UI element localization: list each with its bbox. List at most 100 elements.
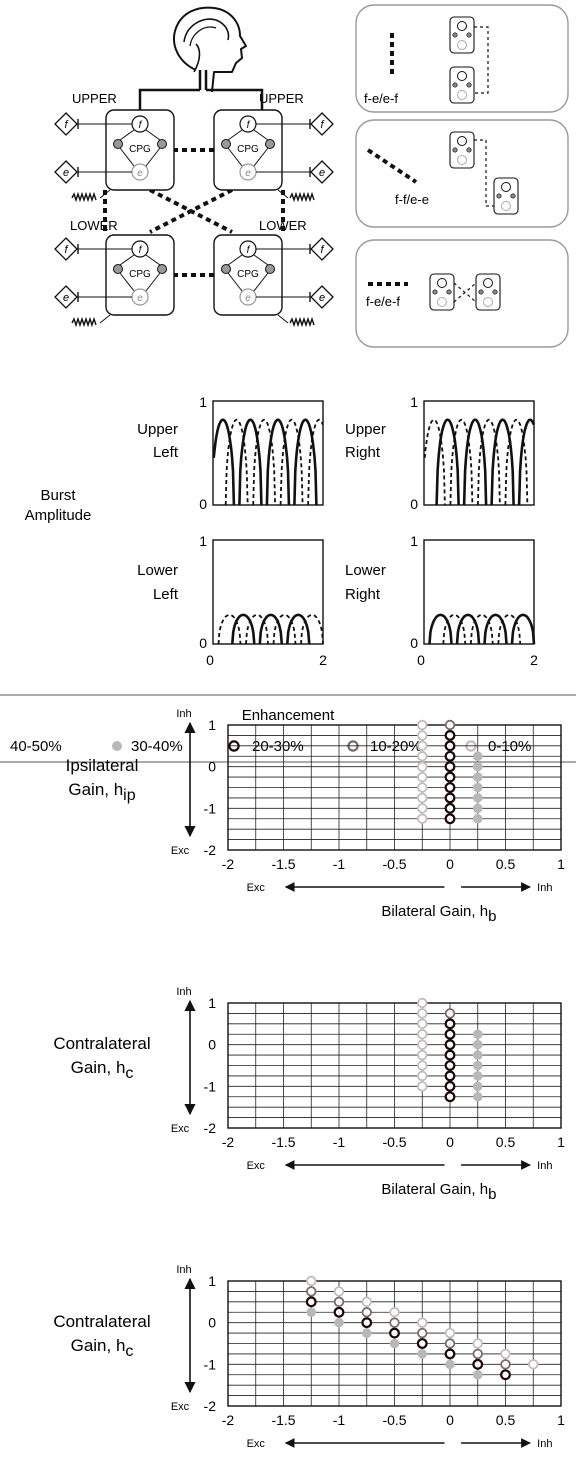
burst-solid-curve — [517, 418, 536, 506]
data-point-20-30 — [444, 1039, 456, 1051]
lower-right-box — [213, 234, 283, 316]
lower-right-flexor-diamond-label: f — [320, 244, 324, 256]
panel-2-unit-a-extensor — [457, 155, 467, 165]
x-tick-label: -2 — [222, 1134, 235, 1150]
lower-left-extensor-label: e — [137, 293, 143, 304]
data-point-0-10 — [417, 782, 428, 793]
data-point-30-40 — [472, 782, 483, 793]
data-point-10-20 — [500, 1359, 511, 1370]
lower-left-cpg-unit: f e CPG f e — [54, 234, 175, 328]
burst-solid-curve — [212, 418, 236, 506]
y-tick-label: 1 — [199, 533, 207, 549]
burst-dashed-curve — [279, 418, 304, 506]
data-point-30-40 — [472, 1071, 483, 1081]
lower-right-muscle-icon — [289, 316, 315, 328]
scatter-plot-1: -2 -1.5 -1 -0.5 0 0.5 1 1 0 -1 -2 Inh Exc Exc Inh Bilat… — [66, 708, 565, 925]
data-point-0-10 — [417, 813, 428, 824]
x-tick-label: 0.5 — [496, 1134, 516, 1150]
data-point-0-10 — [500, 1348, 511, 1360]
coupling-panel-1: f-e/e-f — [355, 4, 569, 113]
panel-1-unit-b-extensor — [457, 90, 467, 100]
upper-left-extensor-label: e — [137, 168, 143, 179]
burst-dashed-curve — [442, 613, 467, 645]
burst-panel-title-line2: Right — [345, 586, 381, 603]
data-point-10-20 — [444, 719, 456, 731]
panel-1-unit-b-box — [449, 66, 475, 104]
data-point-30-40 — [472, 1029, 483, 1040]
data-point-30-40 — [472, 793, 483, 803]
y-tick-label: 0 — [208, 1037, 216, 1053]
scatter-axes-box — [227, 724, 562, 851]
data-point-20-30 — [444, 802, 456, 814]
data-point-20-30 — [444, 740, 456, 752]
data-point-0-10 — [444, 1327, 456, 1339]
data-point-0-10 — [472, 1338, 483, 1349]
data-point-10-20 — [417, 1327, 428, 1339]
panel-3-unit-a-int-l — [432, 289, 438, 295]
x-axis-label: Bilateral Gain, hb — [381, 903, 496, 925]
burst-axes-box — [423, 400, 535, 506]
data-point-20-30 — [444, 1080, 456, 1092]
y-tick-label: 1 — [199, 394, 207, 410]
x-tick-label: 0 — [446, 1412, 454, 1428]
data-point-20-30 — [444, 813, 456, 825]
data-point-10-20 — [333, 1296, 345, 1308]
panel-2-unit-a-box — [449, 131, 475, 169]
y-axis-label-line2: Gain, hc — [71, 1336, 134, 1360]
data-point-10-20 — [306, 1286, 317, 1297]
data-point-30-40 — [472, 761, 483, 772]
panel-1-unit-a-flexor — [457, 21, 467, 31]
legend-title: Enhancement — [242, 707, 335, 724]
y-tick-label: -2 — [204, 1398, 217, 1414]
y-tick-label: 0 — [410, 496, 418, 512]
x-tick-label: -2 — [222, 856, 235, 872]
burst-panel-3: Lower Left 1 00 2 — [137, 533, 327, 668]
lower-left-interneuron-left — [113, 264, 123, 274]
y-arrow-bottom-label: Exc — [171, 1401, 190, 1413]
data-point-0-10 — [417, 761, 428, 772]
upper-left-extensor-diamond-label: e — [63, 167, 69, 179]
legend-label: 10-20% — [370, 738, 422, 755]
burst-solid-curve — [428, 613, 453, 645]
x-arrow-right-label: Inh — [537, 1438, 552, 1450]
y-tick-label: 0 — [199, 496, 207, 512]
data-point-0-10 — [306, 1275, 317, 1287]
x-tick-label: -0.5 — [382, 856, 406, 872]
panel-1-unit-b-int-l — [452, 82, 458, 88]
data-point-0-10 — [361, 1296, 372, 1308]
panel-3-coupling — [453, 282, 477, 303]
upper-right-extensor-diamond — [310, 160, 334, 184]
y-arrow-top-label: Inh — [176, 986, 191, 998]
data-point-10-20 — [444, 1338, 456, 1349]
data-point-30-40 — [445, 1359, 455, 1370]
x-tick-label: 2 — [319, 652, 327, 668]
burst-amplitude-plots: Burst Amplitude UpperLeft10UpperRight10L… — [25, 394, 538, 668]
data-point-0-10 — [417, 1018, 428, 1030]
data-point-0-10 — [417, 751, 428, 762]
data-point-20-30 — [444, 1348, 456, 1360]
lower-left-interneuron-right — [157, 264, 167, 274]
data-point-30-40 — [472, 813, 483, 824]
panel-1-label: f-e/e-f — [364, 91, 398, 106]
x-tick-label: 0 — [417, 652, 425, 668]
upper-left-cpg-label: CPG — [129, 144, 151, 155]
data-point-30-40 — [306, 1307, 317, 1318]
burst-solid-curve — [490, 418, 515, 506]
burst-dashed-curve — [469, 613, 494, 645]
data-point-30-40 — [472, 803, 483, 814]
data-point-0-10 — [417, 730, 428, 741]
upper-right-flexor-label: f — [247, 120, 251, 131]
data-point-0-10 — [417, 1008, 428, 1019]
panel-2-unit-b-flexor — [501, 182, 511, 192]
x-arrow-left-label: Exc — [247, 1438, 266, 1450]
panel-3-unit-b-extensor — [483, 297, 493, 307]
lower-left-cpg-label: CPG — [129, 269, 151, 280]
burst-panel-title-line2: Right — [345, 444, 381, 461]
y-tick-label: -1 — [204, 800, 217, 816]
data-point-20-30 — [333, 1306, 345, 1318]
panel-3-unit-a-extensor — [437, 297, 447, 307]
lower-right-cpg-unit: f e CPG f e — [213, 234, 334, 328]
lower-left-label: LOWER — [70, 218, 118, 233]
